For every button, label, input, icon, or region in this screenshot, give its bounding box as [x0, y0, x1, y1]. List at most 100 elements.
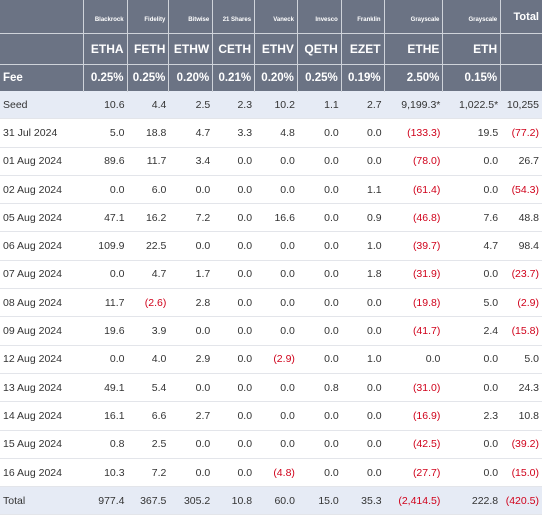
table-cell: 10.8 — [231, 494, 253, 507]
table-cell: 0.0 — [483, 466, 499, 479]
date-label: 06 Aug 2024 — [3, 240, 62, 253]
ticker-header-row: ETHA FETH ETHW CETH ETHV QETH EZET ETHE … — [0, 33, 542, 65]
fee-cell — [501, 65, 542, 92]
total-header-cell: Total — [513, 11, 539, 23]
date-label: 13 Aug 2024 — [3, 381, 62, 394]
issuer-header-cell: Grayscale — [385, 0, 444, 33]
table-cell: 0.0 — [324, 155, 339, 168]
table-cell: 2.8 — [195, 296, 211, 309]
date-label: 02 Aug 2024 — [3, 183, 62, 196]
table-cell: 10.2 — [274, 98, 295, 111]
table-row: 09 Aug 2024 19.6 3.9 0.0 0.0 0.0 0.0 0.0 (41.7) 2… — [0, 317, 542, 346]
table-cell: 19.5 — [477, 126, 499, 139]
table-cell: 0.0 — [237, 353, 253, 366]
ticker-header-cell: ETHW — [169, 33, 214, 65]
table-cell: 16.6 — [274, 211, 295, 224]
fee-cell: 0.15% — [443, 64, 502, 92]
table-row: 15 Aug 2024 0.8 2.5 0.0 0.0 0.0 0.0 0.0 (42.5) 0.… — [0, 431, 542, 459]
fee-cell: 0.25% — [84, 64, 128, 92]
table-cell: 1.1 — [324, 98, 339, 111]
table-cell: 0.0 — [324, 438, 339, 451]
table-cell: (39.2) — [511, 438, 539, 451]
table-cell: 24.3 — [518, 381, 539, 394]
ticker-header-cell — [0, 33, 84, 65]
table-cell: 0.0 — [324, 126, 339, 139]
table-body: Seed 10.6 4.4 2.5 2.3 10.2 1.1 2.7 9,199.3* 1,022… — [0, 91, 542, 488]
table-cell: 0.0 — [280, 268, 295, 281]
fee-header-row: Fee 0.25% 0.25% 0.20% 0.21% 0.20% 0.25% … — [0, 64, 542, 92]
table-cell: 0.0 — [280, 438, 295, 451]
table-cell: 0.0 — [237, 268, 253, 281]
date-label: 07 Aug 2024 — [3, 268, 62, 281]
table-cell: 89.6 — [104, 155, 125, 168]
date-label: 14 Aug 2024 — [3, 409, 62, 422]
table-cell: 0.0 — [280, 381, 295, 394]
table-cell: 7.2 — [151, 466, 167, 479]
table-cell: (41.7) — [412, 325, 441, 338]
table-cell: 0.0 — [483, 183, 499, 196]
table-cell: 7.6 — [483, 211, 499, 224]
table-cell: 1.0 — [366, 353, 382, 366]
date-label: 09 Aug 2024 — [3, 325, 62, 338]
table-cell: 2.7 — [195, 409, 211, 422]
table-cell: 47.1 — [104, 211, 125, 224]
date-label: 16 Aug 2024 — [3, 466, 62, 479]
table-cell: 0.0 — [237, 211, 253, 224]
table-cell: 0.0 — [324, 353, 339, 366]
table-cell: 0.0 — [483, 438, 499, 451]
table-cell: 977.4 — [98, 494, 125, 507]
table-cell: 5.4 — [151, 381, 167, 394]
fee-cell: 0.20% — [169, 64, 214, 92]
table-cell: 0.0 — [237, 183, 253, 196]
table-cell: 3.3 — [237, 126, 253, 139]
table-cell: 10.6 — [104, 98, 125, 111]
table-cell: 0.0 — [109, 183, 125, 196]
table-cell: (46.8) — [412, 211, 441, 224]
table-cell: 0.0 — [237, 155, 253, 168]
table-cell: 1.1 — [366, 183, 382, 196]
issuer-header-cell: Franklin — [342, 0, 385, 33]
table-cell: 0.0 — [195, 438, 211, 451]
table-cell: (16.9) — [412, 409, 441, 422]
table-cell: (31.9) — [412, 268, 441, 281]
table-row: 06 Aug 2024 109.9 22.5 0.0 0.0 0.0 0.0 1.0 (39.7… — [0, 232, 542, 261]
table-cell: 4.4 — [151, 98, 167, 111]
table-cell: (39.7) — [412, 240, 441, 253]
issuer-header-cell: Blackrock — [84, 0, 128, 33]
table-cell: 0.8 — [324, 381, 339, 394]
date-label: 08 Aug 2024 — [3, 296, 62, 309]
table-cell: 0.0 — [366, 155, 382, 168]
table-cell: 0.0 — [366, 126, 382, 139]
table-cell: 0.0 — [280, 409, 295, 422]
table-cell: (2.6) — [144, 296, 167, 309]
table-cell: 222.8 — [471, 494, 499, 507]
table-cell: 0.0 — [324, 183, 339, 196]
table-cell: (23.7) — [511, 268, 539, 281]
table-cell: (78.0) — [412, 155, 441, 168]
date-label: 31 Jul 2024 — [3, 126, 58, 139]
issuer-header-cell: Bitwise — [169, 0, 214, 33]
date-label: 01 Aug 2024 — [3, 155, 62, 168]
fee-cell: 0.21% — [213, 64, 256, 92]
table-cell: (42.5) — [412, 438, 441, 451]
table-cell: 0.0 — [366, 409, 382, 422]
table-cell: 0.0 — [109, 268, 125, 281]
table-cell: 1,022.5* — [459, 98, 499, 111]
fee-cell: 0.20% — [255, 64, 298, 92]
table-cell: 4.7 — [483, 240, 499, 253]
table-cell: 0.0 — [280, 296, 295, 309]
table-cell: 6.0 — [151, 183, 167, 196]
table-cell: (15.8) — [511, 325, 539, 338]
table-cell: 15.0 — [318, 494, 339, 507]
table-cell: 19.6 — [104, 325, 125, 338]
table-cell: 49.1 — [104, 381, 125, 394]
table-cell: 10.3 — [104, 466, 125, 479]
table-cell: 10.8 — [518, 409, 539, 422]
ticker-header-cell: CETH — [213, 33, 256, 65]
table-cell: 0.0 — [237, 381, 253, 394]
table-cell: 4.0 — [151, 353, 167, 366]
table-cell: 305.2 — [183, 494, 211, 507]
table-cell: 2.3 — [237, 98, 253, 111]
table-cell: 6.6 — [151, 409, 167, 422]
